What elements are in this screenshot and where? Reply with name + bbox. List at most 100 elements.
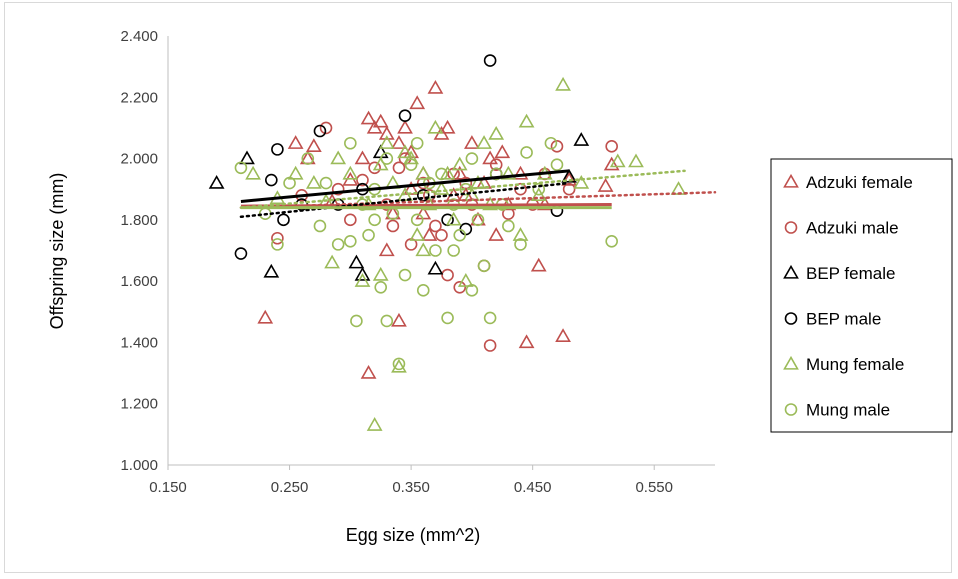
adzuki-female-point <box>494 144 511 159</box>
bep-female-point <box>573 132 590 146</box>
adzuki-male-point <box>368 161 381 175</box>
adzuki-female-point <box>354 150 371 165</box>
mung-female-point <box>342 165 359 180</box>
adzuki-female-point <box>409 95 426 110</box>
mung-male-point <box>477 259 491 273</box>
adzuki-female-point <box>360 364 377 379</box>
adzuki-male-point <box>429 219 442 233</box>
adzuki-female-point <box>512 165 529 180</box>
plot-area <box>208 54 717 431</box>
mung-male-point <box>453 228 467 242</box>
legend-box <box>770 158 953 433</box>
mung-female-point <box>555 76 571 91</box>
mung-male-point <box>374 280 388 294</box>
mung-female-point <box>397 144 413 159</box>
mung-male-point <box>514 238 527 251</box>
adzuki-female-point <box>391 312 407 327</box>
legend-marker-adzuki-male <box>784 221 798 234</box>
mung-male-point <box>271 238 284 251</box>
mung-female-point <box>488 125 505 140</box>
mung-female-trendline <box>239 169 686 209</box>
mung-female-point <box>628 153 644 168</box>
mung-female-point <box>439 165 456 180</box>
mung-female-point <box>421 196 438 211</box>
bep-female-point <box>354 266 371 281</box>
y-axis-title: Offspring size (mm) <box>47 173 67 330</box>
adzuki-female-point <box>451 165 468 180</box>
mung-male-point <box>350 314 363 328</box>
x-tick-label: 0.250 <box>271 479 309 496</box>
adzuki-female-point <box>287 135 304 149</box>
mung-male-point <box>502 219 515 233</box>
bep-female-point <box>208 174 225 189</box>
bep-female-trendline <box>240 169 570 203</box>
bep-male-point <box>271 143 284 156</box>
bep-male-trendline <box>239 181 571 219</box>
mung-male-point <box>344 235 357 248</box>
bep-male-point <box>265 173 278 187</box>
mung-male-point <box>435 167 448 181</box>
legend-label-mung-female: Mung female <box>806 355 904 374</box>
axes: 1.000 1.200 1.400 1.600 1.800 2.000 2.200 2.400… <box>120 28 715 496</box>
mung-male-point <box>550 158 564 171</box>
bep-female-point <box>239 150 255 165</box>
mung-male-point <box>459 182 473 196</box>
adzuki-male-point <box>331 182 345 196</box>
mung-male-point <box>465 284 479 297</box>
adzuki-female-point <box>378 125 395 140</box>
x-tick-label: 0.350 <box>392 479 430 496</box>
legend-label-bep-female: BEP female <box>806 264 895 283</box>
bep-male-point <box>459 222 473 236</box>
y-tick-label: 1.800 <box>120 212 158 229</box>
mung-male-point <box>368 213 381 227</box>
y-tick-label: 2.000 <box>120 151 158 168</box>
adzuki-male-point <box>435 228 448 242</box>
adzuki-male-point <box>386 219 400 233</box>
x-tick-label: 0.550 <box>635 479 673 496</box>
adzuki-female-point <box>305 138 322 152</box>
adzuki-male-point <box>441 268 454 282</box>
adzuki-male-point <box>605 140 618 153</box>
mung-male-point <box>447 244 460 257</box>
mung-male-point <box>471 213 485 227</box>
mung-male-point <box>416 284 430 297</box>
mung-male-point <box>283 176 296 190</box>
adzuki-male-point <box>453 280 467 294</box>
mung-female-point <box>391 358 407 373</box>
legend-label-mung-male: Mung male <box>806 401 890 420</box>
mung-female-point <box>409 227 426 241</box>
adzuki-female-point <box>530 257 547 272</box>
legend-label-bep-male: BEP male <box>806 310 881 329</box>
y-tick-label: 2.400 <box>120 28 158 45</box>
x-axis-title: Egg size (mm^2) <box>346 525 480 545</box>
mung-male-point <box>404 158 418 171</box>
mung-male-point <box>398 268 412 282</box>
bep-male-point <box>277 213 290 227</box>
mung-female-point <box>573 174 590 189</box>
legend-marker-adzuki-female <box>783 173 799 188</box>
adzuki-female-point <box>421 227 438 241</box>
adzuki-male-point <box>483 339 497 352</box>
adzuki-female-point <box>372 113 389 128</box>
adzuki-female-point <box>464 135 480 149</box>
bep-male-point <box>234 247 248 260</box>
bep-female-point <box>561 168 578 183</box>
mung-male-point <box>489 167 503 181</box>
legend-marker-mung-female <box>783 355 799 370</box>
mung-male-point <box>483 311 497 325</box>
y-tick-label: 2.200 <box>120 89 158 106</box>
legend-marker-mung-male <box>784 403 798 416</box>
bep-female-point <box>263 263 280 278</box>
mung-female-point <box>476 135 492 149</box>
mung-male-point <box>520 146 533 159</box>
mung-male-point <box>313 219 327 233</box>
adzuki-male-point <box>489 158 503 171</box>
mung-female-point <box>330 150 347 165</box>
mung-female-point <box>500 165 517 180</box>
mung-male-point <box>380 314 394 328</box>
adzuki-male-point <box>550 140 564 153</box>
mung-female-point <box>245 165 261 180</box>
adzuki-female-point <box>257 309 274 324</box>
adzuki-female-point <box>603 156 620 171</box>
